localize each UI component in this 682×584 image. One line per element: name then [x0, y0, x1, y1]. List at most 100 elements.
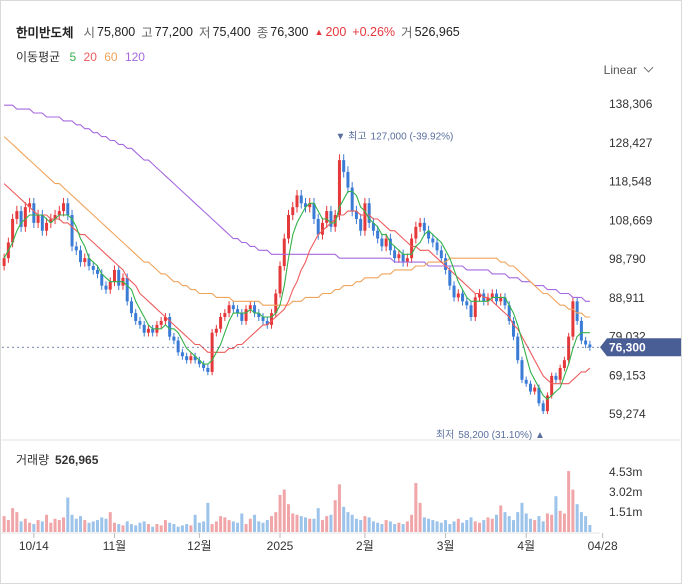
- volume-bar: [45, 514, 49, 532]
- candle: [236, 309, 240, 314]
- volume-bar: [363, 516, 367, 532]
- candle: [363, 203, 367, 231]
- candle: [2, 258, 6, 266]
- volume-bar: [83, 520, 87, 532]
- candle: [185, 356, 189, 361]
- candle: [511, 320, 515, 337]
- candle: [197, 360, 201, 365]
- candle: [240, 313, 244, 321]
- volume-bar: [261, 522, 265, 532]
- candle: [545, 395, 549, 412]
- volume-label: 거: [401, 26, 413, 40]
- candle: [53, 215, 57, 219]
- candle: [414, 226, 418, 239]
- volume-bar: [214, 521, 218, 532]
- y-tick-label: 69,153: [609, 368, 646, 382]
- volume-bar: [325, 516, 329, 532]
- candle: [176, 340, 180, 353]
- volume-tick-label: 3.02m: [609, 485, 642, 499]
- volume-bar: [511, 520, 515, 532]
- candles: [2, 154, 592, 414]
- candle: [405, 258, 409, 263]
- volume-bar: [108, 512, 112, 532]
- open-label: 시: [83, 26, 96, 40]
- candle: [533, 387, 537, 392]
- candle: [100, 273, 104, 286]
- volume-bar: [202, 521, 206, 532]
- candle: [342, 160, 346, 172]
- x-tick-label: 3월: [437, 539, 455, 553]
- ma-legend-label: 이동평균: [16, 50, 61, 64]
- candle: [571, 301, 575, 337]
- candle: [325, 211, 329, 223]
- candle: [45, 222, 49, 231]
- candle: [478, 293, 482, 298]
- candle: [567, 336, 571, 361]
- volume-bar: [155, 524, 159, 532]
- open-value: 75,800: [97, 24, 136, 39]
- volume-bar: [189, 525, 193, 532]
- candle: [257, 313, 261, 318]
- y-tick-label: 118,548: [609, 175, 652, 189]
- volume-bar: [62, 517, 66, 532]
- volume-bar: [100, 517, 104, 532]
- candle: [490, 293, 494, 298]
- volume-bar: [2, 516, 6, 532]
- volume-bar: [584, 516, 588, 532]
- volume-bar: [163, 520, 167, 532]
- volume-bar: [316, 508, 320, 532]
- candle: [79, 250, 83, 263]
- candle: [473, 297, 477, 318]
- candle: [384, 238, 388, 247]
- volume-bar: [6, 520, 10, 532]
- volume-panel-value: 526,965: [55, 453, 99, 467]
- candle: [418, 222, 422, 227]
- volume-bar: [537, 516, 541, 532]
- ma-60-label[interactable]: 60: [104, 50, 118, 64]
- stock-name: 한미반도체: [16, 26, 74, 40]
- change-value: 200: [325, 24, 347, 39]
- volume-bar: [410, 514, 414, 532]
- volume-bar: [11, 508, 15, 532]
- candle: [380, 238, 384, 247]
- volume-bar: [550, 514, 554, 532]
- ma-120-label[interactable]: 120: [124, 50, 145, 64]
- close-value: 76,300: [270, 24, 309, 39]
- x-tick-label: 10/14: [19, 539, 49, 553]
- candle: [320, 222, 324, 235]
- scale-selector[interactable]: Linear: [604, 62, 654, 77]
- candle: [452, 285, 456, 298]
- candle: [329, 211, 333, 227]
- candle: [528, 383, 532, 392]
- volume-bar: [397, 522, 401, 532]
- quote-header: 한미반도체 시 75,800 고 77,200 저 75,400 종 76,30…: [16, 22, 466, 41]
- candle: [579, 320, 583, 341]
- candle: [575, 301, 579, 321]
- candle: [588, 344, 592, 348]
- candle: [401, 254, 405, 263]
- volume-bar: [79, 516, 83, 532]
- volume-bar: [91, 521, 95, 532]
- candle: [66, 203, 70, 216]
- volume-bar: [180, 525, 184, 532]
- volume-bar: [32, 524, 36, 532]
- moving-average-legend: 이동평균 5 20 60 120: [16, 48, 151, 65]
- volume-bar: [503, 512, 507, 532]
- volume-bar: [96, 520, 100, 532]
- candle: [448, 269, 452, 286]
- volume-bar: [359, 520, 363, 532]
- volume-bar: [28, 522, 32, 532]
- y-tick-label: 128,427: [609, 136, 653, 150]
- candle: [231, 305, 235, 310]
- volume-bar: [244, 524, 248, 532]
- min-annotation: 최저 58,200 (31.10%) ▲: [436, 429, 545, 441]
- volume-bar: [134, 525, 138, 532]
- ma-5-label[interactable]: 5: [69, 50, 77, 64]
- candle: [516, 336, 520, 361]
- ma-20-label[interactable]: 20: [83, 50, 97, 64]
- volume-bar: [36, 520, 40, 532]
- volume-bar: [494, 514, 498, 532]
- candle: [282, 238, 286, 267]
- volume-bar: [223, 517, 227, 532]
